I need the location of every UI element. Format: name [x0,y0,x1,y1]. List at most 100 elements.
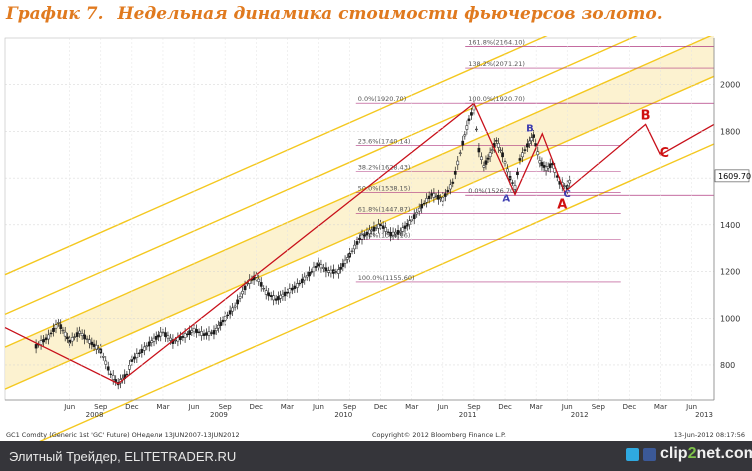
price-candle [381,225,385,229]
price-candle [293,285,297,289]
fib-level-label-2: 38.2%(1628.43) [358,163,411,171]
fib2-level-label-0: 161.8%(2164.10) [468,38,525,46]
channel-line-1 [4,75,715,390]
fib-level-label-4: 61.8%(1447.87) [358,206,411,214]
price-candle [497,143,500,148]
price-candle [181,336,185,338]
price-candle [417,207,421,212]
x-year-label: 2008 [86,411,104,419]
price-candle [475,128,478,131]
facebook-icon[interactable] [643,448,656,461]
price-candle [94,345,98,350]
price-candle [494,140,498,142]
price-candle [200,331,203,336]
price-candle [532,134,535,138]
price-candle [161,331,165,333]
price-candle [312,266,316,272]
price-candle [70,337,74,342]
source-line: GC1 Comdty (Generic 1st 'GC' Future) OНе… [6,431,240,439]
y-tick-label: 1200 [720,268,740,277]
x-tick-label: Jun [188,403,200,411]
price-candle [463,134,467,137]
wave-label-a-red: A [557,197,567,212]
price-candle [365,231,369,236]
fib2-level-label-1: 138.2%(2071.21) [468,60,525,68]
channel-line-2 [4,36,712,348]
chart-title-text: Недельная динамика стоимости фьючерсов з… [117,4,663,24]
price-candle [568,180,572,184]
fib-level-label-1: 23.6%(1740.14) [358,137,411,145]
price-candle [125,373,129,376]
price-candle [465,125,469,130]
price-candle [73,336,77,338]
price-candle [486,157,490,160]
price-candle [384,227,387,232]
price-candle [488,152,492,158]
clip2net-logo[interactable]: clip2net.com [660,445,752,463]
price-candle [277,296,280,301]
x-tick-label: Dec [498,403,512,411]
price-candle [169,337,172,341]
y-tick-label: 800 [720,361,735,370]
price-candle [267,292,271,297]
price-candle [480,156,483,160]
price-candle [360,234,364,240]
price-candle [324,267,328,273]
price-candle [101,356,105,358]
price-candle [363,234,366,237]
last-price-label: 1609.70 [718,172,751,181]
price-candle [456,160,460,166]
price-candle [563,185,567,187]
logo-tail: net.com [696,445,752,462]
price-candle [183,333,187,338]
price-candle [236,299,239,305]
price-candle [106,366,110,371]
price-candle [511,182,514,184]
price-candle [430,193,433,196]
price-candle [358,237,361,240]
price-candle [334,271,338,273]
y-tick-label: 2000 [720,81,740,90]
price-candle [210,332,213,334]
price-candle [538,160,542,164]
price-candle [314,265,318,268]
price-candle [528,140,531,144]
twitter-icon[interactable] [626,448,639,461]
price-candle [368,229,371,235]
price-candle [372,226,376,232]
price-candle [246,282,249,285]
price-candle [530,137,533,142]
price-candle [154,336,158,340]
x-tick-label: Sep [94,403,108,411]
trend-series [4,102,715,385]
x-tick-label: Mar [281,403,294,411]
price-candle [432,193,436,198]
price-candle [281,293,285,297]
price-candle [467,118,471,121]
fib-level-label-3: 50.0%(1538.15) [358,185,411,193]
x-tick-label: Jun [561,403,573,411]
price-candle [78,330,81,334]
price-candle [542,165,546,168]
fib-level-label-5: 76.4%(1336.16) [358,232,411,240]
price-candle [526,143,529,148]
price-candle [290,287,294,291]
price-candle [57,322,60,324]
price-candle [88,339,91,344]
price-candle [408,220,411,225]
price-candle [453,171,457,175]
logo-two: 2 [687,445,697,462]
price-candle [355,241,359,245]
x-tick-label: Sep [343,403,357,411]
price-candle [85,338,89,340]
price-candle [523,149,527,151]
y-tick-label: 1800 [720,127,740,136]
price-candle [412,214,416,220]
price-candle [370,229,374,232]
price-candle [44,337,48,341]
price-candle [179,336,182,340]
wave-label-b-red: B [641,109,651,124]
price-candle [399,230,402,233]
price-candle [439,197,442,199]
price-candle [518,158,522,161]
